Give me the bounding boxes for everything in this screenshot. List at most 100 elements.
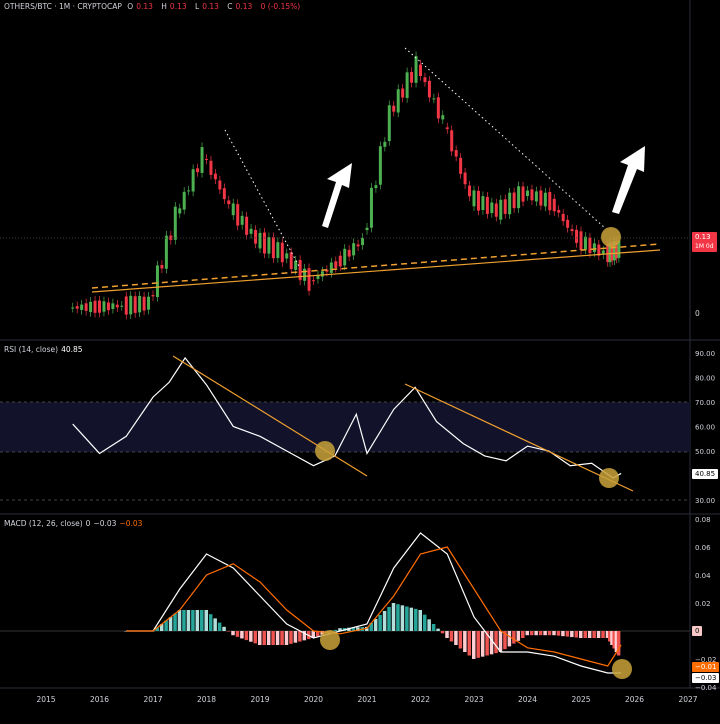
macd-bar (258, 631, 262, 645)
macd-bar (614, 631, 619, 652)
macd-bar (405, 606, 409, 631)
candle-body (481, 196, 485, 211)
macd-bar (445, 631, 449, 638)
close-label: C 0.13 (227, 2, 253, 11)
candle-body (209, 160, 213, 175)
macd-bar (159, 624, 164, 631)
macd-bar (289, 631, 293, 644)
macd-bar (485, 631, 489, 656)
candle-body (236, 204, 240, 226)
rsi-band (0, 402, 690, 452)
candle-body (343, 248, 347, 266)
candle-body (276, 242, 280, 258)
macd-bar (529, 631, 534, 636)
macd-bar (543, 631, 547, 636)
macd-bar (249, 631, 253, 642)
candle-body (142, 296, 146, 311)
support-trendline (91, 249, 661, 293)
candle-body (608, 242, 612, 263)
macd-bar (498, 631, 503, 652)
year-tick-label: 2025 (571, 695, 590, 704)
candle-body (93, 300, 97, 313)
year-tick-label: 2019 (250, 695, 269, 704)
candle-body (579, 231, 583, 251)
candle-body (347, 249, 351, 257)
macd-bar (204, 610, 208, 631)
macd-bar (565, 631, 570, 637)
candle-body (588, 237, 592, 254)
macd-bar (293, 631, 298, 643)
rsi-value-tag: 40.85 (692, 469, 719, 479)
candle-body (312, 280, 315, 282)
candle-body (508, 192, 512, 215)
macd-bar (440, 631, 445, 634)
macd-bar (275, 631, 280, 645)
candle-body (459, 157, 463, 174)
macd-bar (217, 622, 222, 631)
candle-body (392, 105, 396, 112)
macd-bar (347, 627, 351, 631)
candle-body (575, 229, 579, 243)
candle-body (307, 268, 311, 291)
macd-bar (195, 610, 200, 631)
candle-body (115, 304, 119, 308)
candle-body (396, 89, 400, 113)
candle-body (240, 215, 244, 225)
candle-body (187, 190, 191, 192)
candle-body (485, 196, 489, 214)
candle-body (129, 295, 133, 315)
change-label: 0 (-0.15%) (260, 2, 301, 11)
candle-body (222, 188, 226, 200)
macd-bar (226, 631, 231, 632)
macd-bar (503, 631, 507, 650)
macd-bar (173, 613, 177, 631)
candle-body (75, 306, 79, 309)
open-label: O 0.13 (127, 2, 153, 11)
candle-body (615, 241, 619, 259)
candle-body (369, 187, 373, 228)
macd-bar (616, 631, 621, 656)
macd-bar (449, 631, 454, 642)
year-tick-label: 2018 (197, 695, 216, 704)
macd-bar (409, 607, 414, 631)
candle-body (472, 190, 476, 207)
rsi-tick-label: 30.00 (695, 497, 715, 505)
candle-body (601, 250, 605, 255)
year-tick-label: 2024 (518, 695, 537, 704)
macd-bar (351, 627, 356, 631)
macd-bar (534, 631, 538, 636)
macd-bar (538, 631, 543, 636)
candle-body (164, 235, 168, 269)
candle-body (521, 186, 525, 202)
macd-bar (463, 631, 467, 652)
macd-bar (365, 626, 369, 631)
macd-bar (556, 631, 561, 636)
arrow-up-2 (612, 146, 645, 214)
macd-bar (315, 631, 320, 637)
macd-bar (570, 631, 574, 638)
candle-body (468, 185, 472, 197)
candle-body (262, 232, 266, 254)
macd-tick-label: −0.02 (695, 656, 716, 664)
year-tick-label: 2015 (36, 695, 55, 704)
candle-body (120, 305, 124, 307)
rsi-tick-label: 80.00 (695, 375, 715, 383)
macd-bar (436, 628, 440, 631)
candle-body (361, 237, 365, 246)
candle-body (352, 243, 356, 256)
rsi-tick-label: 50.00 (695, 448, 715, 456)
rsi-trendline-1 (172, 355, 368, 477)
candle-body (89, 301, 93, 313)
candle-body (534, 191, 538, 202)
candle-body (414, 56, 418, 83)
candle-body (405, 72, 409, 99)
macd-bar (333, 629, 338, 631)
candle-body (111, 303, 115, 309)
macd-bar (262, 631, 266, 645)
macd-line (126, 532, 622, 674)
macd-bar (418, 610, 422, 631)
candle-body (499, 199, 503, 220)
year-tick-label: 2027 (678, 695, 697, 704)
candle-body (583, 236, 587, 250)
